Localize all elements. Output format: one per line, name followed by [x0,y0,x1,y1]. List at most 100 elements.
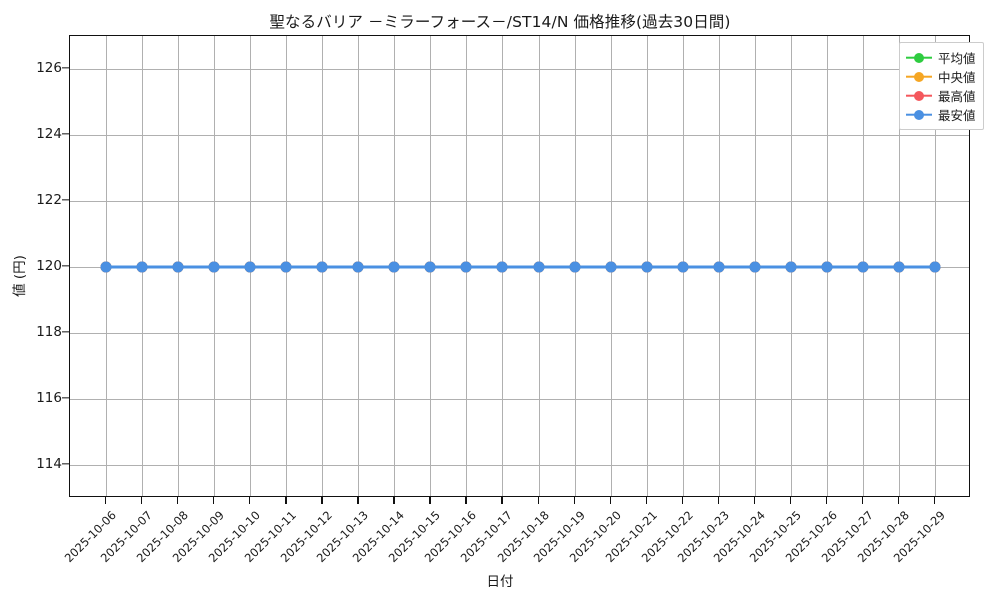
series-line-segment [466,265,503,269]
series-data-point [460,261,472,273]
gridline-horizontal [70,465,969,466]
x-axis-tick-mark [249,497,251,504]
legend-item-label: 平均値 [938,51,976,66]
legend-swatch-icon [906,109,932,121]
series-line-segment [790,265,827,269]
x-axis-tick-mark [105,497,107,504]
gridline-horizontal [70,201,969,202]
series-data-point [893,261,905,273]
gridline-horizontal [70,135,969,136]
legend-swatch-icon [906,71,932,83]
series-data-point [785,261,797,273]
series-line-segment [430,265,467,269]
y-axis-tick-mark [62,133,69,135]
series-data-point [749,261,761,273]
x-axis-tick-mark [537,497,539,504]
legend-swatch-icon [906,90,932,102]
x-axis-tick-mark [357,497,359,504]
series-data-point [821,261,833,273]
series-data-point [929,261,941,273]
x-axis-tick-mark [681,497,683,504]
y-axis-tick-mark [62,67,69,69]
gridline-horizontal [70,399,969,400]
legend-item-label: 最安値 [938,108,976,123]
y-axis-tick-label: 126 [36,60,62,76]
gridline-horizontal [70,69,969,70]
x-axis-tick-mark [753,497,756,504]
series-line-segment [646,265,683,269]
series-line-segment [358,265,395,269]
x-axis-tick-mark [573,497,575,504]
series-data-point [316,261,328,273]
series-data-point [641,261,653,273]
series-data-point [172,261,184,273]
x-axis-tick-mark [465,497,467,504]
legend-swatch-icon [906,52,932,64]
x-axis-tick-mark [177,497,179,504]
legend-swatch-dot [914,71,924,82]
series-line-segment [718,265,755,269]
y-axis-tick-label: 124 [36,126,62,142]
y-axis-tick-label: 122 [36,192,62,208]
x-axis-tick-mark [321,497,323,504]
legend-item: 中央値 [906,67,976,86]
series-line-segment [394,265,431,269]
y-axis-tick-label: 114 [36,456,62,472]
series-line-segment [142,265,179,269]
y-axis-tick-label: 120 [36,258,62,274]
x-axis-tick-mark [429,497,431,504]
series-line-segment [574,265,611,269]
x-axis-tick-mark [789,497,792,504]
x-axis-tick-mark [609,497,611,504]
series-data-point [857,261,869,273]
series-data-point [713,261,725,273]
series-line-segment [322,265,359,269]
series-line-segment [178,265,215,269]
x-axis-tick-mark [897,497,900,504]
legend-item: 最高値 [906,86,976,105]
y-axis-label: 値 (円) [12,255,28,297]
y-axis-tick-mark [62,265,69,267]
y-axis-tick-mark [62,463,69,465]
legend-swatch-dot [914,109,924,120]
series-data-point [244,261,256,273]
x-axis-tick-mark [285,497,287,504]
legend-item: 最安値 [906,105,976,124]
series-line-segment [826,265,863,269]
series-line-segment [898,265,935,269]
series-data-point [605,261,617,273]
series-line-segment [610,265,647,269]
series-line-segment [106,265,143,269]
series-data-point [388,261,400,273]
x-axis-tick-mark [825,497,828,504]
series-data-point [496,261,508,273]
gridline-horizontal [70,333,969,334]
series-data-point [533,261,545,273]
series-line-segment [502,265,539,269]
x-axis-tick-mark [717,497,720,504]
series-data-point [424,261,436,273]
x-axis-tick-mark [861,497,864,504]
y-axis-tick-mark [62,331,69,333]
x-axis-tick-mark [213,497,215,504]
legend-swatch-dot [914,52,924,63]
series-line-segment [214,265,251,269]
series-data-point [280,261,292,273]
y-axis-tick-mark [62,397,69,399]
series-line-segment [754,265,791,269]
series-data-point [352,261,364,273]
x-axis-tick-mark [933,497,936,504]
series-line-segment [682,265,719,269]
series-data-point [100,261,112,273]
y-axis-tick-label: 118 [36,324,62,340]
y-axis-tick-mark [62,199,69,201]
y-axis-tick-label: 116 [36,390,62,406]
series-data-point [136,261,148,273]
series-data-point [569,261,581,273]
x-axis-tick-mark [501,497,503,504]
chart-title: 聖なるバリア －ミラーフォース－/ST14/N 価格推移(過去30日間) [269,13,731,31]
series-line-segment [862,265,899,269]
chart-legend: 平均値 中央値 最高値最安値 [899,42,984,130]
series-line-segment [286,265,323,269]
